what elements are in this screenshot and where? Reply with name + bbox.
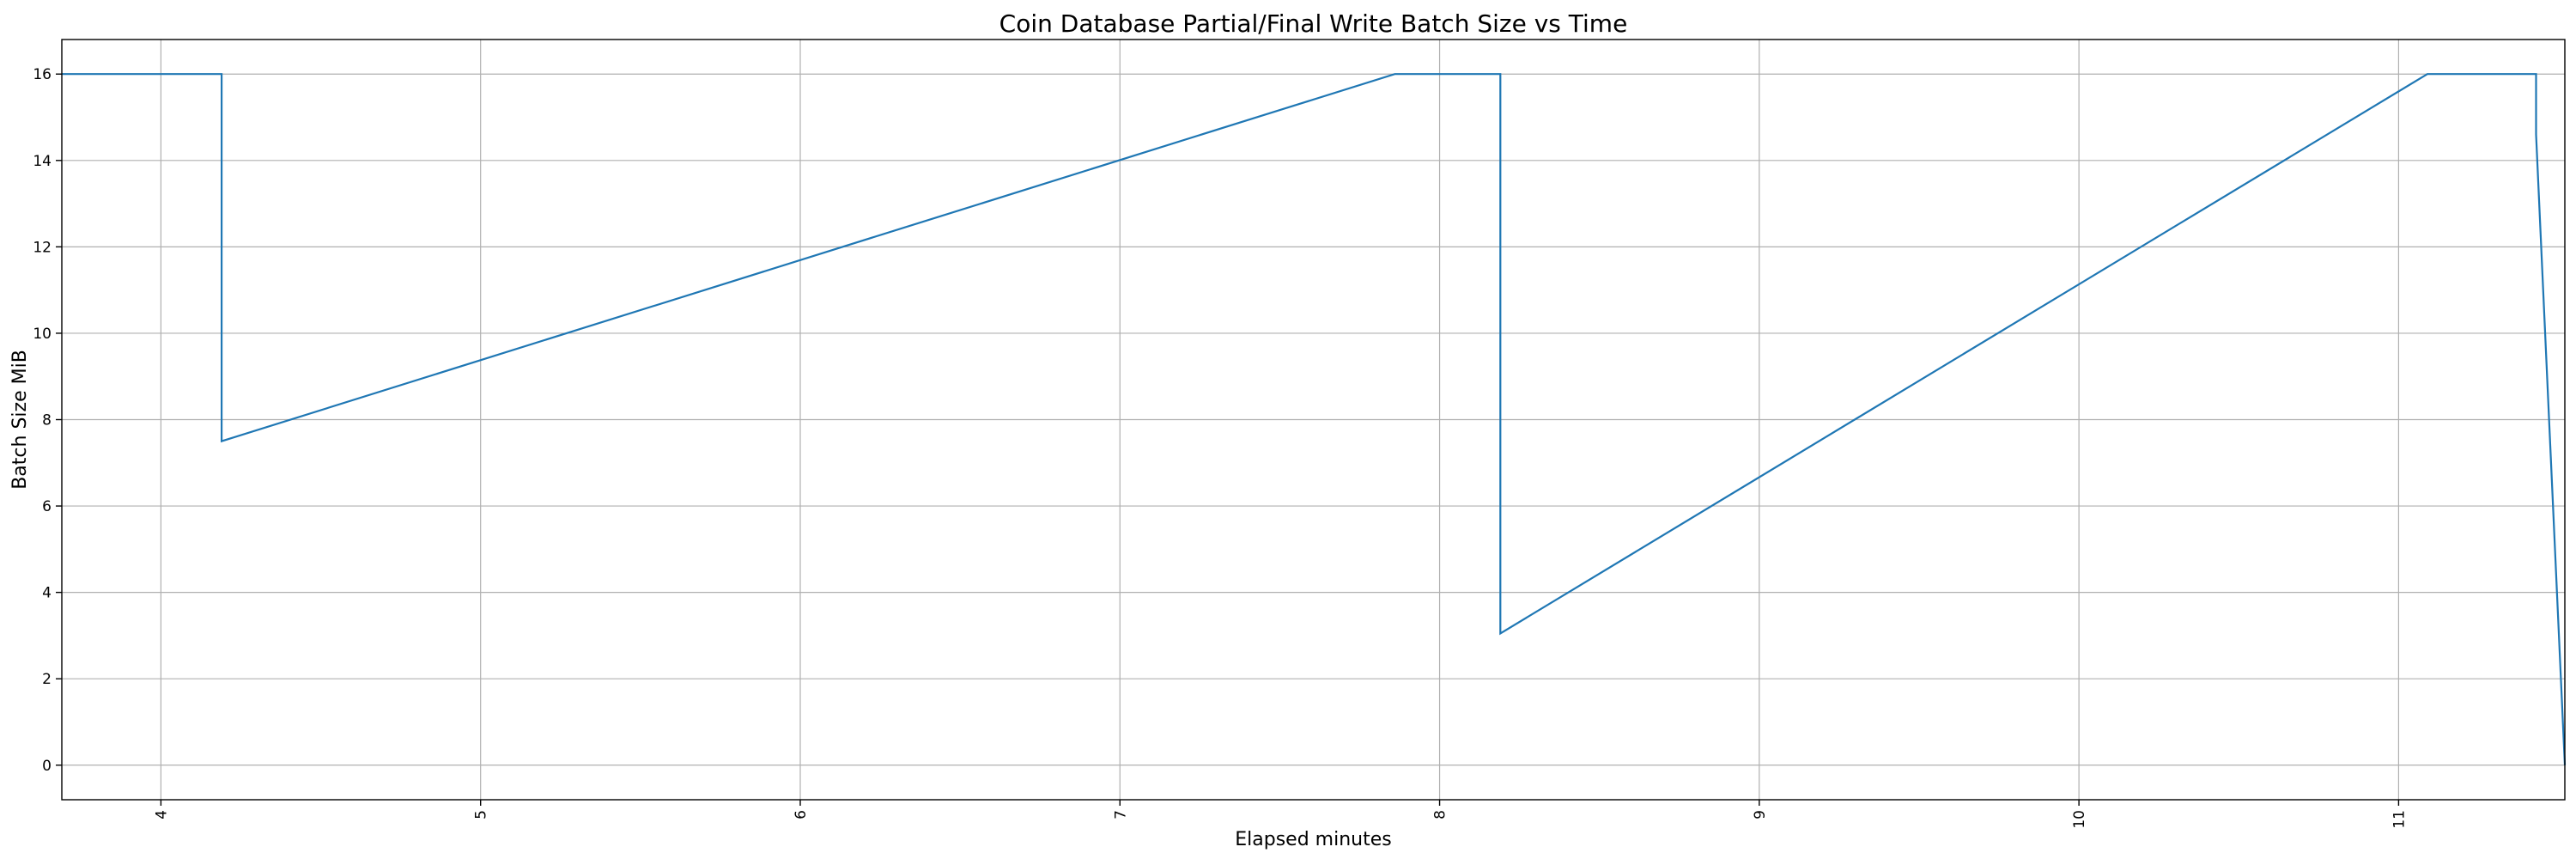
y-tick-label: 6 (42, 498, 52, 515)
x-tick-label: 4 (153, 810, 170, 819)
x-tick-label: 11 (2391, 810, 2408, 829)
x-axis-label: Elapsed minutes (1235, 829, 1391, 850)
chart-title: Coin Database Partial/Final Write Batch … (999, 9, 1628, 38)
y-tick-label: 8 (42, 412, 52, 430)
y-tick-label: 16 (33, 66, 52, 83)
x-tick-label: 7 (1112, 810, 1129, 819)
x-tick-label: 5 (473, 810, 490, 819)
x-axis-ticks: 4 5 6 7 8 9 10 11 (153, 800, 2408, 829)
series-line (62, 73, 2567, 765)
grid-layer (62, 40, 2565, 800)
x-tick-label: 10 (2071, 810, 2088, 829)
y-tick-label: 10 (33, 326, 52, 343)
y-tick-label: 0 (42, 758, 52, 775)
x-tick-label: 8 (1432, 810, 1449, 819)
series-layer (62, 73, 2567, 765)
y-tick-label: 2 (42, 671, 52, 688)
x-tick-label: 6 (793, 810, 810, 819)
y-tick-label: 12 (33, 239, 52, 256)
y-tick-label: 4 (42, 585, 52, 602)
x-tick-label: 9 (1752, 810, 1769, 819)
y-tick-label: 14 (33, 153, 52, 170)
y-axis-ticks: 0 2 4 6 8 10 12 14 16 (33, 66, 62, 775)
y-axis-label: Batch Size MiB (9, 350, 31, 490)
